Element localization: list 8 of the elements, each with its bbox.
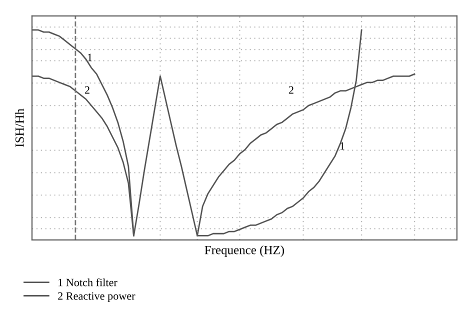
annotation: 1 <box>340 142 344 150</box>
legend-label: 1 Notch filter <box>58 278 118 286</box>
legend-label: 2 Reactive power <box>58 292 136 302</box>
annotation: 2 <box>288 86 294 94</box>
x-axis-title: Frequence (HZ) <box>204 245 284 257</box>
y-axis-title: ISH/Hh <box>15 108 24 147</box>
annotation: 2 <box>84 86 90 94</box>
annotation: 1 <box>88 54 92 62</box>
